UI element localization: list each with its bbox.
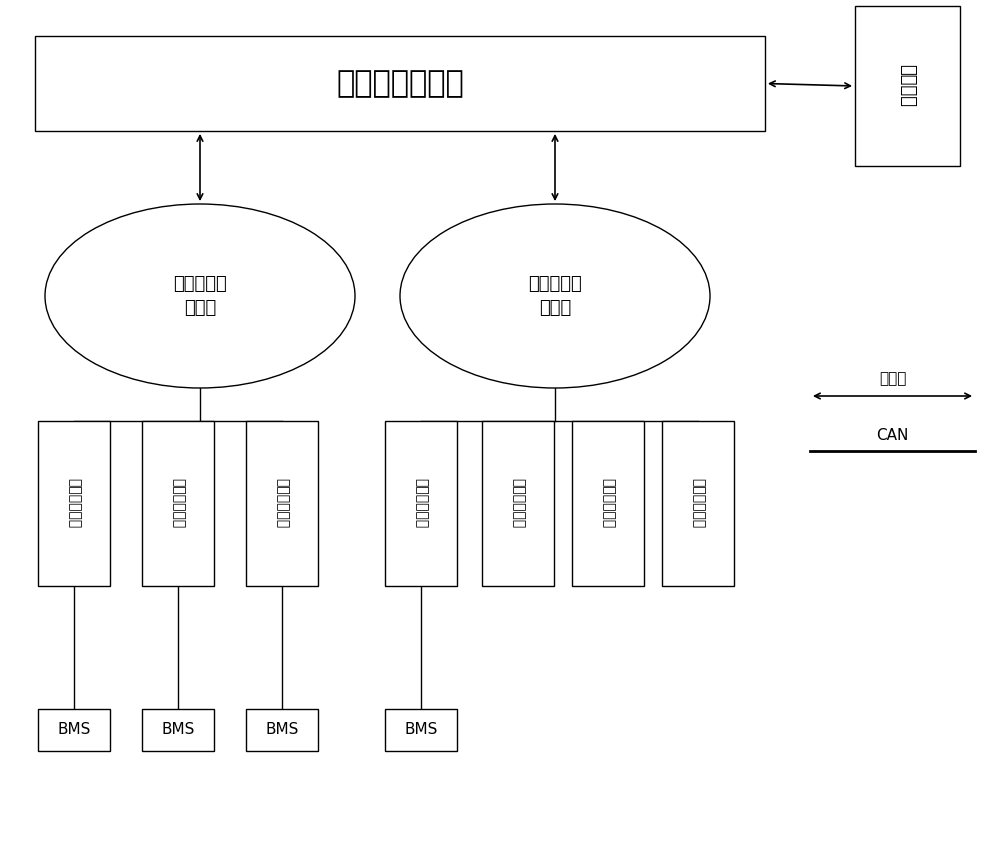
Text: 充电系统模块: 充电系统模块: [67, 478, 81, 528]
Text: BMS: BMS: [161, 722, 195, 738]
Text: 就地监控管
理单元: 就地监控管 理单元: [173, 275, 227, 317]
Text: BMS: BMS: [265, 722, 299, 738]
Bar: [572, 421, 644, 586]
Text: BMS: BMS: [57, 722, 91, 738]
Bar: [38, 709, 110, 751]
Bar: [35, 36, 765, 131]
Bar: [482, 421, 554, 586]
Text: 充电系统模块: 充电系统模块: [171, 478, 185, 528]
Bar: [246, 709, 318, 751]
Text: 充换电监控台: 充换电监控台: [691, 478, 705, 528]
Bar: [855, 6, 960, 166]
Bar: [142, 421, 214, 586]
Text: CAN: CAN: [876, 428, 909, 443]
Text: 就地监控管
理单元: 就地监控管 理单元: [528, 275, 582, 317]
Text: 充电系统模块: 充电系统模块: [275, 478, 289, 528]
Text: BMS: BMS: [404, 722, 438, 738]
Text: 以太网: 以太网: [879, 371, 906, 386]
Bar: [38, 421, 110, 586]
Ellipse shape: [400, 204, 710, 388]
Bar: [662, 421, 734, 586]
Bar: [385, 421, 457, 586]
Text: 换电系统模块: 换电系统模块: [511, 478, 525, 528]
Bar: [142, 709, 214, 751]
Ellipse shape: [45, 204, 355, 388]
Bar: [385, 709, 457, 751]
Text: 充电站监控后台: 充电站监控后台: [336, 69, 464, 98]
Text: 换电系统模块: 换电系统模块: [601, 478, 615, 528]
Text: 充电系统模块: 充电系统模块: [414, 478, 428, 528]
Text: 调度中心: 调度中心: [899, 65, 917, 107]
Bar: [246, 421, 318, 586]
